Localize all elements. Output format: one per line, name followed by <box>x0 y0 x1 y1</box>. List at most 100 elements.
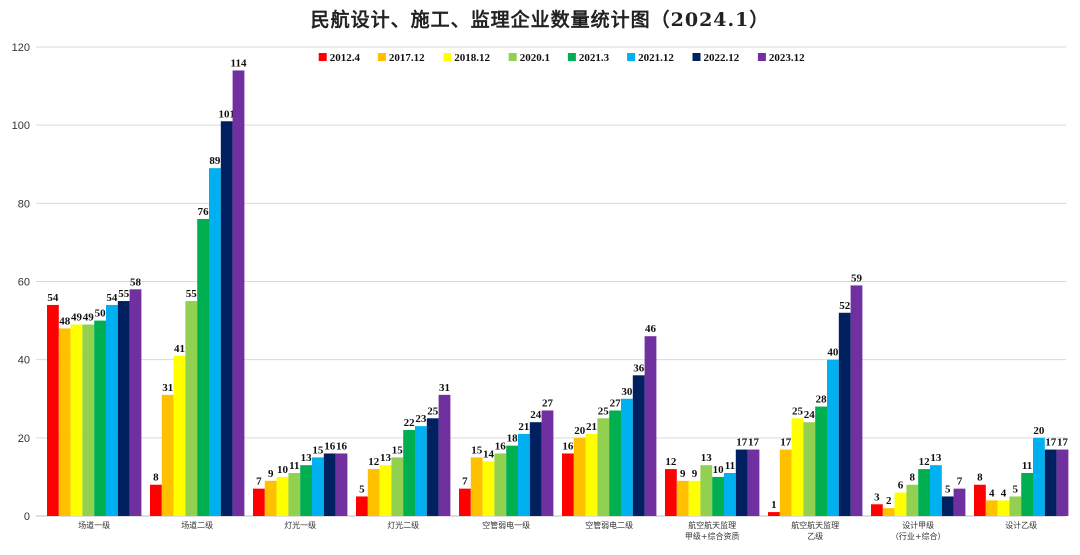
bar <box>894 492 907 516</box>
data-label: 5 <box>1013 483 1019 495</box>
data-label: 58 <box>130 276 142 288</box>
bar <box>665 469 677 516</box>
data-label: 5 <box>359 483 365 495</box>
data-label: 8 <box>977 472 983 484</box>
data-label: 8 <box>153 472 159 484</box>
bar <box>597 418 610 516</box>
category-label: 场道二级 <box>181 520 213 530</box>
data-label: 22 <box>404 417 416 429</box>
data-label: 24 <box>530 409 542 421</box>
bar <box>391 457 404 516</box>
data-label: 76 <box>198 206 210 218</box>
legend-label: 2021.3 <box>579 52 610 64</box>
bar <box>518 433 530 516</box>
data-label: 16 <box>562 440 574 452</box>
bar <box>1044 449 1057 516</box>
bar <box>356 496 368 516</box>
bar <box>209 168 221 517</box>
data-label: 25 <box>598 405 610 417</box>
category-label: 设计甲级 <box>902 520 934 530</box>
data-label: 41 <box>174 343 185 355</box>
data-label: 27 <box>542 397 554 409</box>
bar <box>930 465 942 516</box>
category-label: 场道一级 <box>78 520 110 530</box>
data-label: 13 <box>301 452 313 464</box>
bar <box>724 473 736 516</box>
bar <box>768 512 780 516</box>
data-label: 15 <box>312 444 324 456</box>
bar <box>735 449 748 516</box>
bar <box>815 406 827 516</box>
data-label: 14 <box>483 448 495 460</box>
data-label: 8 <box>910 472 916 484</box>
bar <box>779 449 792 516</box>
data-label: 9 <box>692 468 698 480</box>
bar <box>117 301 130 516</box>
y-tick-label: 120 <box>12 42 30 54</box>
bar <box>953 488 966 516</box>
bar <box>70 324 83 516</box>
bar <box>276 476 289 516</box>
bar <box>1056 449 1069 516</box>
legend-swatch <box>692 53 701 61</box>
data-label: 6 <box>898 480 904 492</box>
data-label: 13 <box>380 452 392 464</box>
data-label: 101 <box>218 108 235 120</box>
bar <box>403 430 415 516</box>
bar <box>94 320 106 516</box>
data-label: 11 <box>1022 460 1032 472</box>
data-label: 11 <box>725 460 735 472</box>
data-label: 15 <box>392 444 404 456</box>
bar <box>712 476 724 516</box>
data-label: 89 <box>209 155 221 167</box>
bar <box>58 328 71 516</box>
bar <box>985 500 998 516</box>
bar <box>1021 473 1033 516</box>
data-label: 4 <box>1001 487 1007 499</box>
data-label: 25 <box>792 405 804 417</box>
bar <box>871 504 883 516</box>
y-tick-label: 100 <box>12 120 30 132</box>
data-label: 20 <box>574 425 586 437</box>
bar <box>882 508 895 516</box>
legend-label: 2017.12 <box>389 52 425 64</box>
bar <box>632 375 645 516</box>
data-label: 12 <box>368 456 380 468</box>
data-label: 3 <box>874 491 880 503</box>
data-label: 12 <box>665 456 677 468</box>
bar <box>676 480 689 516</box>
data-label: 54 <box>47 292 59 304</box>
bar <box>791 418 804 516</box>
data-label: 16 <box>324 440 336 452</box>
data-label: 30 <box>621 386 633 398</box>
bar <box>506 445 518 516</box>
data-label: 17 <box>1045 437 1057 449</box>
y-tick-label: 60 <box>18 277 30 289</box>
bar <box>459 488 471 516</box>
data-label: 31 <box>439 382 450 394</box>
bar <box>415 426 427 516</box>
bar <box>426 418 439 516</box>
bar <box>300 465 312 516</box>
bar <box>197 218 209 516</box>
data-label: 40 <box>827 347 839 359</box>
bar <box>918 469 930 516</box>
data-label: 28 <box>816 394 828 406</box>
bar <box>838 312 851 516</box>
legend-label: 2020.1 <box>520 52 550 64</box>
bar <box>106 304 118 516</box>
legend-label: 2022.12 <box>704 52 740 64</box>
data-label: 11 <box>289 460 299 472</box>
bar <box>335 453 348 516</box>
bar <box>129 289 142 516</box>
category-label: 乙级 <box>807 531 823 541</box>
bar <box>220 121 233 516</box>
data-label: 9 <box>268 468 274 480</box>
data-label: 59 <box>851 272 863 284</box>
data-label: 114 <box>231 57 247 69</box>
data-label: 27 <box>610 397 622 409</box>
data-label: 17 <box>780 437 792 449</box>
category-label: 甲级+综合资质 <box>685 531 740 541</box>
bar <box>438 394 451 516</box>
data-label: 9 <box>680 468 686 480</box>
